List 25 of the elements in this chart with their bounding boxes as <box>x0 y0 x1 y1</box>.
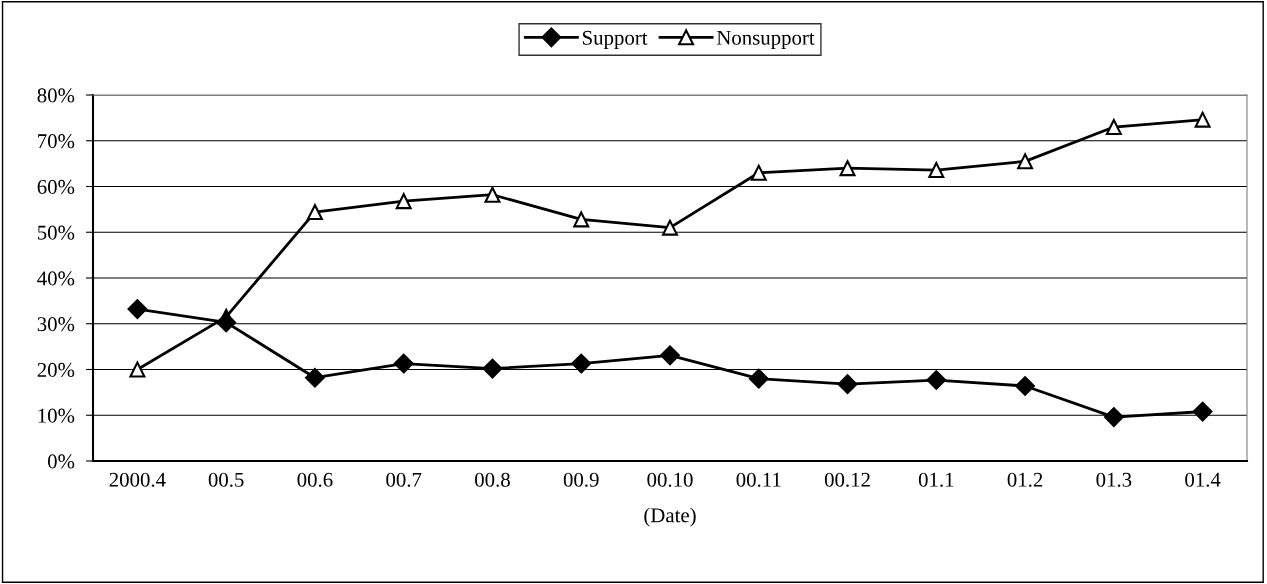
y-tick-label: 0% <box>47 454 75 469</box>
legend-label: Support <box>582 30 648 50</box>
x-tick-label: 00.10 <box>647 472 693 487</box>
x-tick-label: 01.4 <box>1185 472 1221 487</box>
x-tick-label: 2000.4 <box>109 472 166 487</box>
x-tick-label: 01.1 <box>918 472 954 487</box>
y-tick-label: 30% <box>37 317 75 332</box>
x-axis-title: (Date) <box>644 507 696 527</box>
x-tick-label: 00.12 <box>824 472 870 487</box>
legend-label: Nonsupport <box>716 30 815 50</box>
x-tick-label: 01.3 <box>1096 472 1132 487</box>
x-tick-label: 00.7 <box>386 472 422 487</box>
x-tick-label: 00.9 <box>563 472 599 487</box>
x-tick-label: 00.5 <box>208 472 244 487</box>
x-tick-label: 00.6 <box>297 472 333 487</box>
y-tick-label: 50% <box>37 225 75 240</box>
x-tick-label: 00.11 <box>736 472 781 487</box>
y-tick-label: 40% <box>37 271 75 286</box>
y-tick-label: 60% <box>37 179 75 194</box>
x-tick-label: 01.2 <box>1007 472 1043 487</box>
x-tick-label: 00.8 <box>475 472 510 487</box>
y-tick-label: 10% <box>38 408 75 423</box>
y-tick-label: 80% <box>37 88 75 103</box>
y-tick-label: 20% <box>37 362 75 377</box>
y-tick-label: 70% <box>38 134 75 149</box>
